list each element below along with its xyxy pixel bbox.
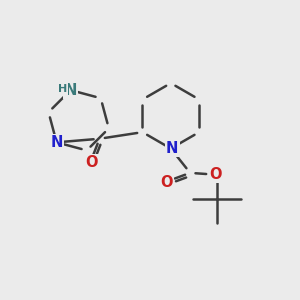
Text: O: O [161,175,173,190]
Text: N: N [50,135,63,150]
Text: N: N [166,141,178,156]
Text: O: O [209,167,221,182]
Text: N: N [64,82,77,98]
Text: O: O [85,155,98,170]
Text: H: H [58,84,67,94]
